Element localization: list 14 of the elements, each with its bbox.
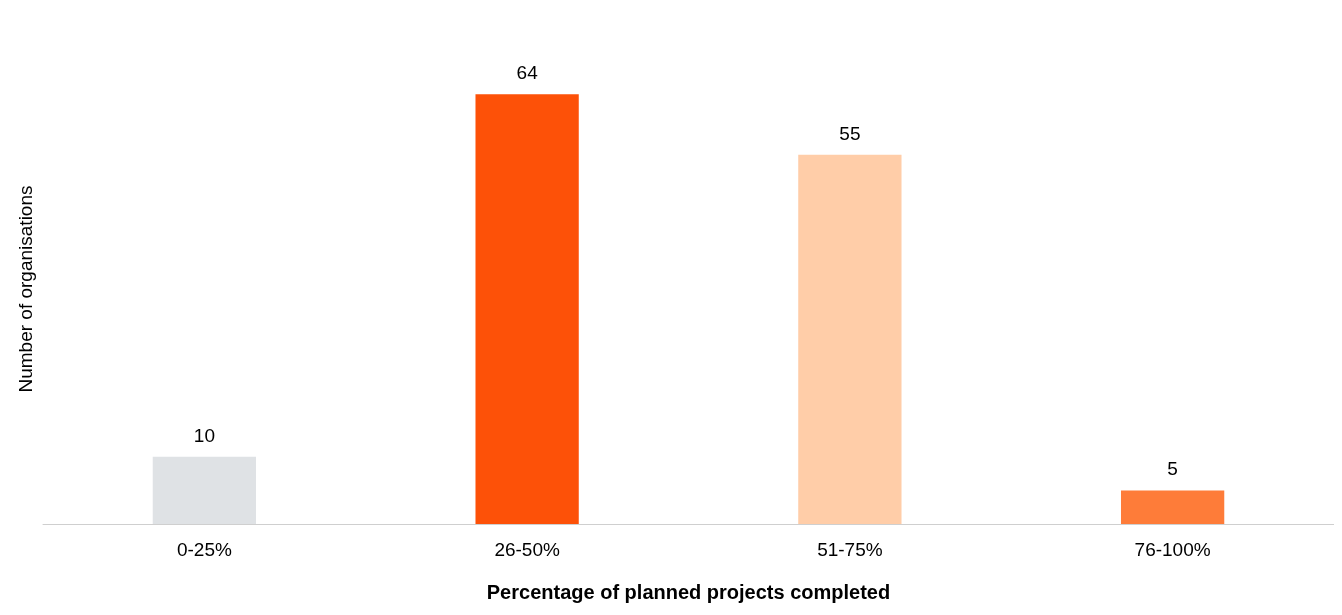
bar: [1120, 490, 1225, 524]
x-axis-title: Percentage of planned projects completed: [486, 581, 891, 603]
data-label: 64: [516, 62, 539, 84]
bar: [798, 154, 902, 524]
x-tick-label: 51-75%: [817, 539, 883, 560]
x-tick-label: 26-50%: [494, 539, 560, 560]
bar: [475, 94, 579, 524]
data-label: 10: [193, 424, 215, 446]
y-axis-title: Number of organisations: [15, 185, 36, 393]
x-tick-label: 0-25%: [176, 539, 232, 560]
data-label: 55: [839, 122, 861, 144]
data-label: 5: [1167, 458, 1178, 480]
x-tick-label: 76-100%: [1134, 539, 1211, 560]
bar: [152, 456, 257, 524]
